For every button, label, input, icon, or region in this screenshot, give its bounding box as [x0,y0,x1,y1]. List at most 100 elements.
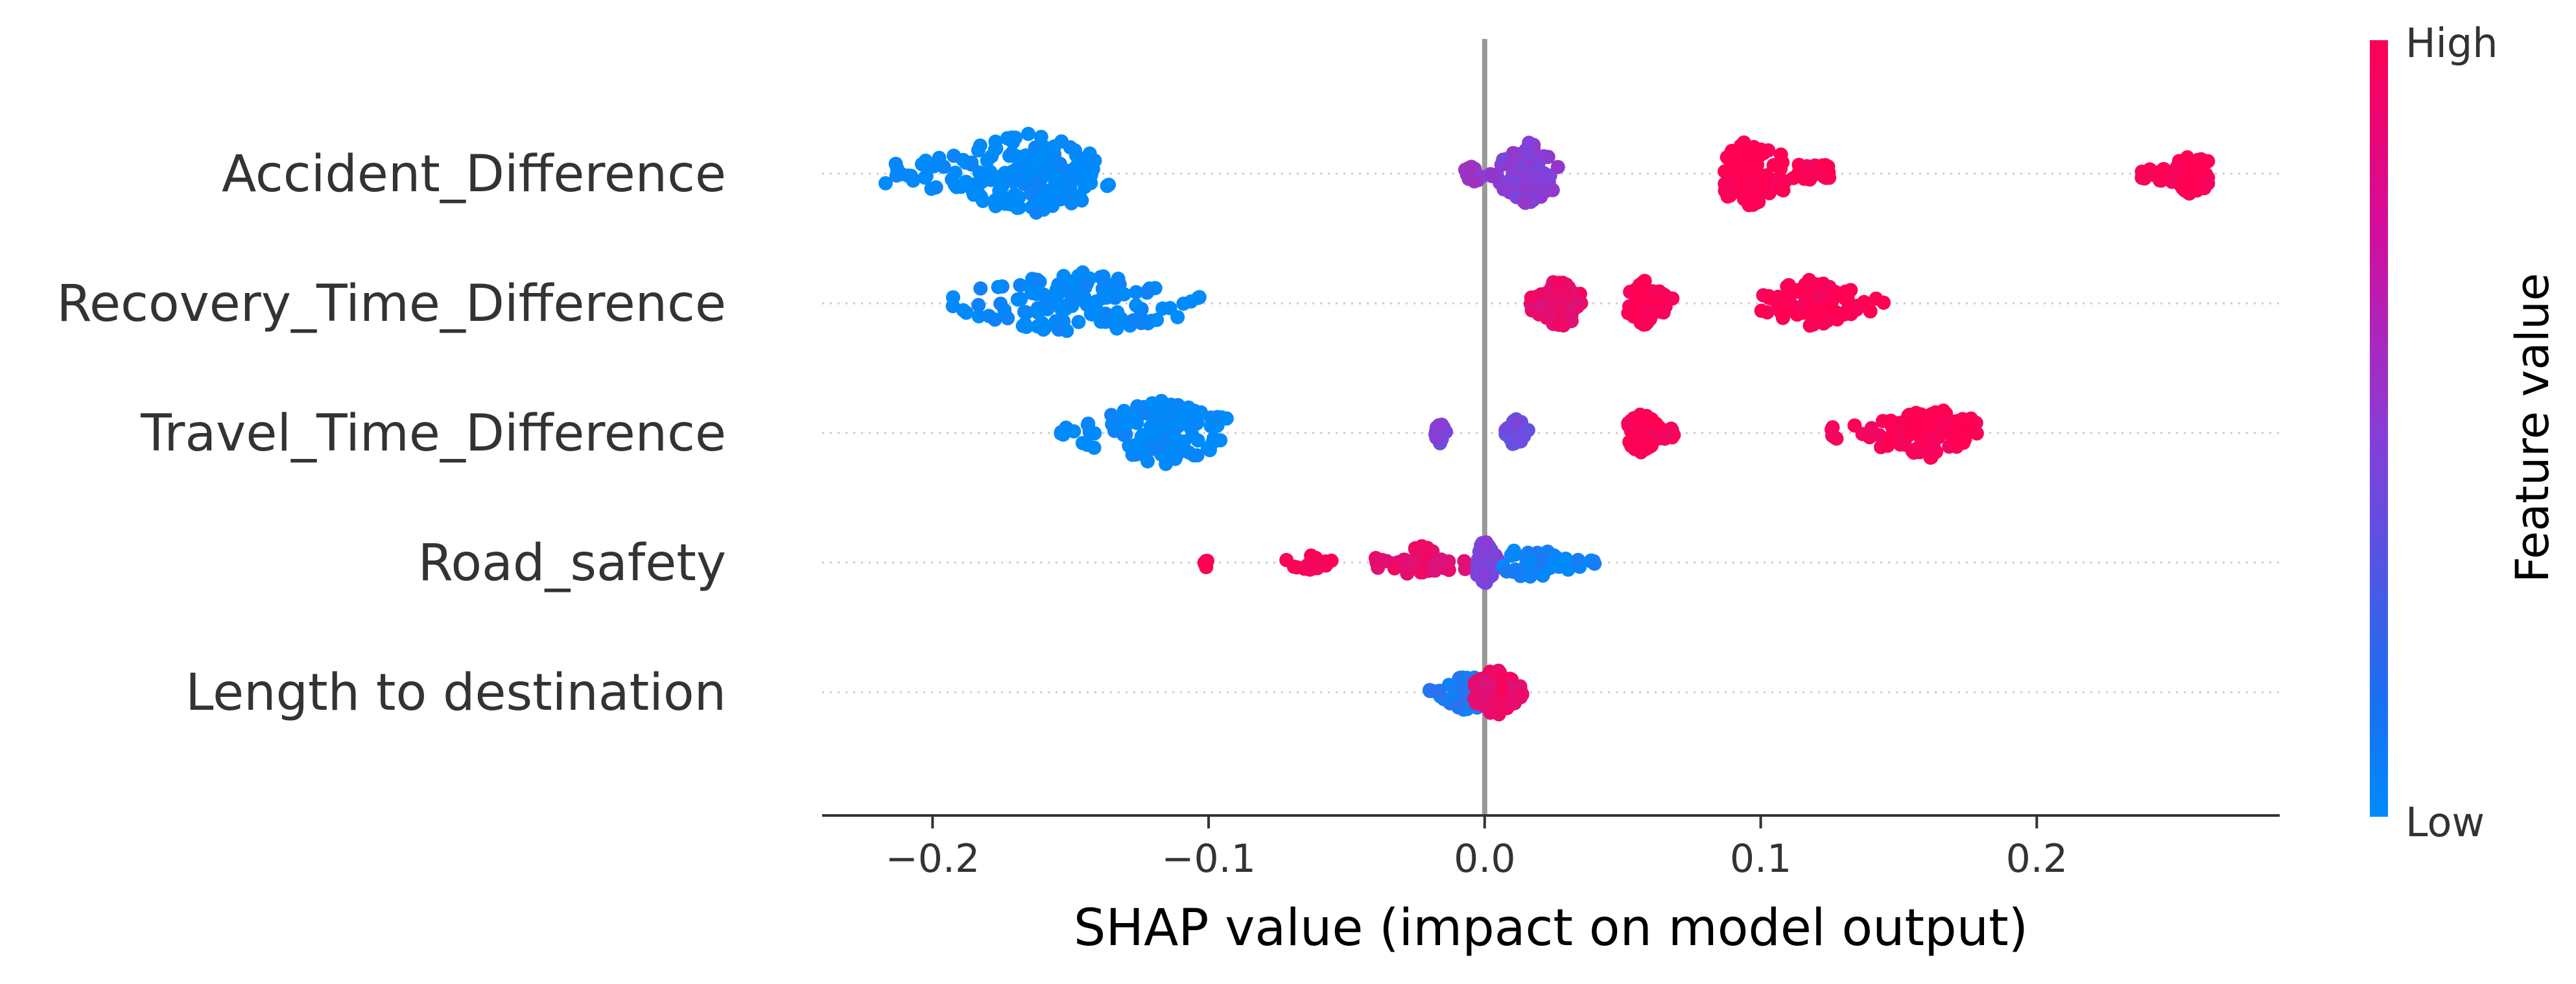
shap-point [1129,285,1144,299]
shap-point [1146,441,1161,456]
point-cluster [1470,535,1508,591]
point-cluster [1754,273,1891,333]
shap-point [1028,140,1043,155]
shap-point [1478,550,1493,565]
shap-point [1482,679,1496,694]
point-cluster [945,265,1207,338]
shap-point [1107,290,1122,305]
shap-point [1657,429,1672,444]
shap-point [1517,194,1531,209]
shap-point [1804,167,1819,182]
shap-point [1523,569,1537,584]
shap-point [1762,290,1777,305]
shap-point [1102,178,1117,193]
shap-point [1064,293,1078,308]
shap-point [1464,159,1479,174]
shap-point [1496,681,1511,696]
shap-point [1883,430,1898,445]
shap-point [1628,309,1643,323]
shap-point [1451,697,1466,712]
shap-point [1071,314,1086,329]
shap-point [1951,433,1966,448]
shap-point [1072,189,1087,204]
shap-point [1906,445,1921,460]
shap-point [1936,403,1951,418]
point-cluster [1197,554,1214,574]
shap-point [1063,167,1078,181]
shap-point [1751,148,1766,163]
shap-point [1495,692,1510,707]
shap-point [1004,197,1019,212]
shap-point [1164,397,1179,412]
shap-point [946,290,960,305]
shap-point [1543,310,1558,325]
shap-point [917,170,932,185]
shap-point [1080,294,1094,309]
shap-point [1140,283,1155,298]
shap-point [1533,298,1548,312]
shap-point [1203,419,1218,434]
shap-point [1032,152,1047,167]
shap-point [1963,411,1978,426]
x-axis-title: SHAP value (impact on model output) [1074,899,2028,957]
shap-point [974,189,989,204]
x-tick-label: −0.2 [885,836,980,882]
shap-point [904,169,919,183]
shap-point [1509,149,1524,164]
shap-point [889,168,904,183]
shap-point [1134,430,1149,445]
point-cluster [1621,407,1681,460]
shap-point [1810,290,1825,305]
colorbar: High Low Feature value [2370,19,2559,846]
shap-point [1279,553,1294,567]
shap-point [1504,548,1519,563]
feature-label: Road_safety [418,534,726,592]
shap-point [1040,302,1055,316]
shap-point [1017,305,1032,320]
shap-point [1513,432,1528,447]
shap-point [1773,161,1788,176]
shap-point [1722,183,1737,198]
shap-point [878,176,893,191]
shap-point [1019,148,1033,163]
shap-point [1324,554,1339,568]
shap-point [1952,416,1967,431]
shap-point [948,165,963,180]
point-cluster [1054,393,1234,471]
shap-point [1053,301,1068,316]
shap-point [928,180,943,194]
shap-point [1909,406,1924,420]
shap-point [1920,417,1935,432]
shap-point [1185,418,1200,433]
shap-point [1506,565,1521,580]
shap-point [1837,307,1852,322]
shap-point [1155,301,1170,316]
shap-point [1013,278,1028,292]
shap-point [993,296,1008,311]
shap-point [1744,183,1759,198]
shap-point [1587,556,1602,571]
shap-point [1219,411,1234,426]
x-tick-label: 0.2 [2006,836,2068,882]
shap-point [1199,559,1214,573]
shap-point [1079,276,1094,291]
shap-point [1087,440,1102,455]
shap-point [1172,434,1187,449]
shap-point [1784,301,1799,315]
shap-point [1496,182,1511,196]
shap-point [947,148,962,163]
colorbar-title: Feature value [2506,273,2559,583]
shap-point [1884,416,1898,431]
shap-point [1387,561,1402,576]
point-cluster [1458,159,1498,189]
shap-point [1732,161,1747,176]
shap-point [1168,451,1183,466]
shap-point [1008,149,1022,164]
shap-point [1039,319,1054,334]
shap-point [1774,182,1789,196]
shap-point [1034,130,1048,145]
shap-point [1000,310,1015,325]
shap-point [1030,272,1045,287]
shap-point [1522,554,1537,568]
